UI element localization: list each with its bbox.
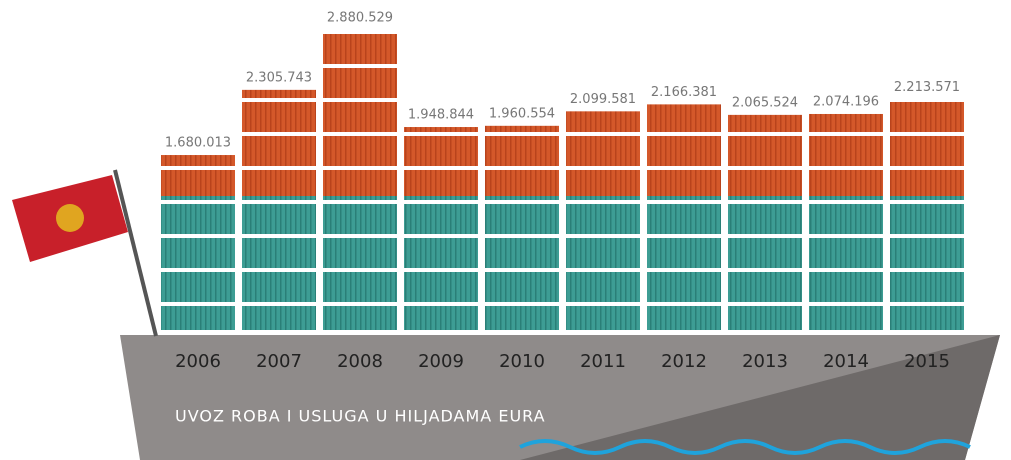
container-base (566, 196, 640, 330)
container-base (647, 196, 721, 330)
x-tick-label: 2007 (256, 351, 302, 372)
x-tick-label: 2014 (823, 351, 869, 372)
x-tick-label: 2011 (580, 351, 626, 372)
x-tick-label: 2012 (661, 351, 707, 372)
container-base (404, 196, 478, 330)
chart: UVOZ ROBA I USLUGA U HILJADAMA EURA 1.68… (0, 0, 1011, 460)
container-base (890, 196, 964, 330)
value-label: 2.305.743 (246, 70, 312, 85)
value-label: 2.065.524 (732, 95, 798, 110)
x-tick-label: 2009 (418, 351, 464, 372)
container-base (809, 196, 883, 330)
value-label: 2.880.529 (327, 11, 393, 26)
value-label: 2.213.571 (894, 80, 960, 95)
container-base (323, 196, 397, 330)
flag-emblem (56, 204, 84, 232)
value-label: 1.948.844 (408, 108, 474, 123)
container-base (485, 196, 559, 330)
x-tick-label: 2013 (742, 351, 788, 372)
value-label: 2.166.381 (651, 85, 717, 100)
value-label: 1.680.013 (165, 136, 231, 151)
x-tick-label: 2006 (175, 351, 221, 372)
container-base (728, 196, 802, 330)
x-tick-label: 2015 (904, 351, 950, 372)
x-tick-label: 2008 (337, 351, 383, 372)
annotation: UVOZ ROBA I USLUGA U HILJADAMA EURA (175, 407, 546, 426)
container-base (242, 196, 316, 330)
value-label: 2.099.581 (570, 92, 636, 107)
flag-pole (115, 170, 156, 336)
container-base (161, 196, 235, 330)
value-label: 1.960.554 (489, 106, 555, 121)
x-tick-label: 2010 (499, 351, 545, 372)
value-label: 2.074.196 (813, 94, 879, 109)
